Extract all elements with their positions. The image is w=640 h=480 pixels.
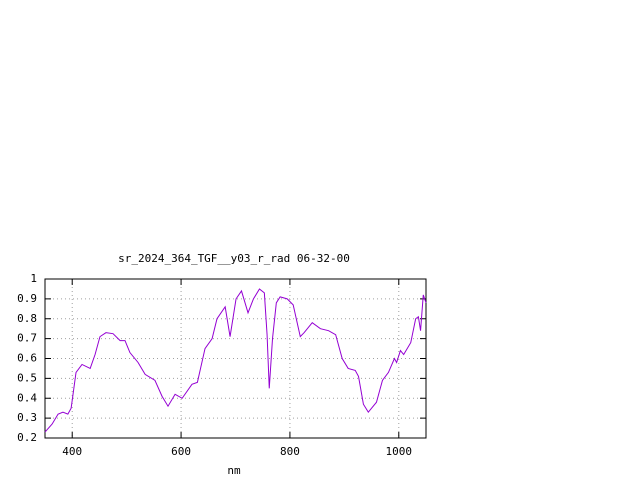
y-tick-label: 0.8 [17,312,37,325]
plot-frame [44,278,427,439]
y-tick-label: 0.7 [17,332,37,345]
y-tick-label: 0.3 [17,411,37,424]
y-tick-label: 0.2 [17,431,37,444]
x-tick-label: 1000 [386,445,413,458]
y-tick-label: 0.5 [17,371,37,384]
y-tick-label: 0.9 [17,292,37,305]
x-axis-label: nm [227,464,241,477]
x-tick-label: 600 [171,445,191,458]
x-tick-label: 400 [62,445,82,458]
x-tick-label: 800 [280,445,300,458]
y-tick-label: 0.6 [17,352,37,365]
chart-title: sr_2024_364_TGF__y03_r_rad 06-32-00 [118,252,350,265]
y-tick-label: 1 [30,272,37,285]
y-tick-label: 0.4 [17,391,37,404]
data-line [44,288,427,433]
